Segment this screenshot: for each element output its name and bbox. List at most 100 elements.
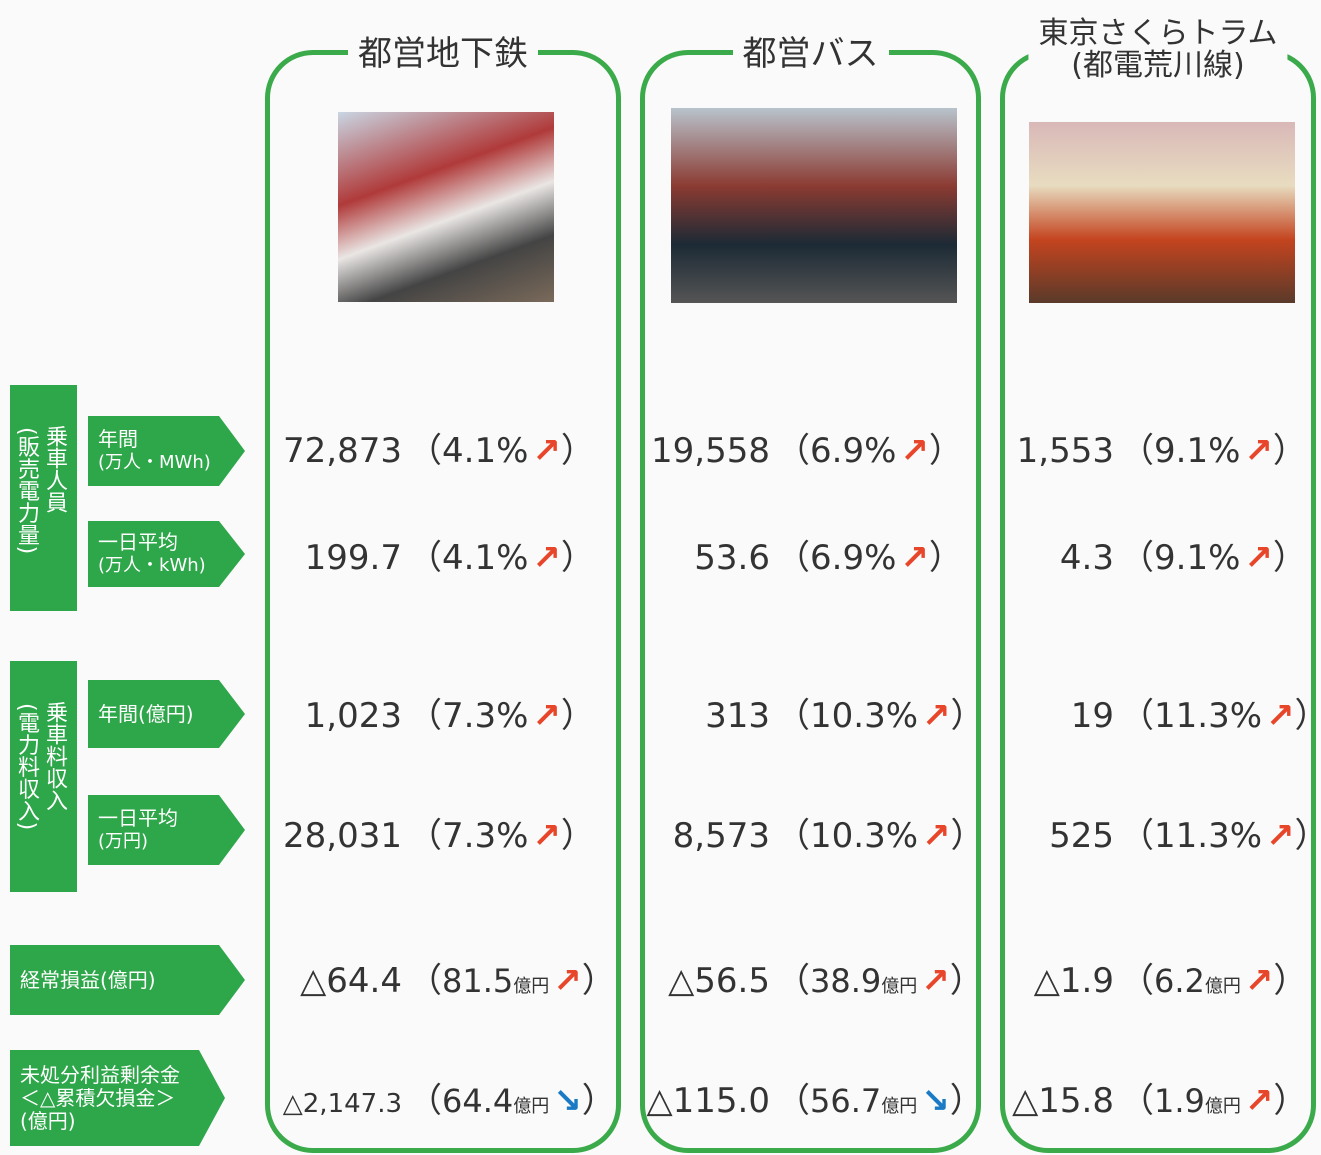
- cell-arrow: ↘: [921, 1081, 950, 1121]
- paren: ）: [928, 538, 963, 578]
- title-line: 都営バス: [742, 34, 879, 74]
- subway-photo: [338, 112, 554, 302]
- row-label-line: 年間: [98, 427, 138, 451]
- paren: ）: [928, 431, 963, 471]
- cell-change: 11.3%: [1154, 696, 1263, 736]
- cell-value: 53.6: [694, 538, 770, 578]
- row-label: 一日平均 (万人・kWh): [88, 521, 245, 587]
- cell-arrow: ↘: [553, 1081, 582, 1121]
- row-label-line: (万人・MWh): [98, 452, 211, 473]
- row-label: 未処分利益剰余金 ＜△累積欠損金＞ (億円): [10, 1050, 225, 1146]
- cell-value: 1,553: [1016, 431, 1114, 471]
- cell: 525（11.3%↗）: [934, 808, 1321, 857]
- row-label: 年間 (万人・MWh): [88, 416, 245, 486]
- cell-value: △64.4: [300, 961, 402, 1001]
- tram-photo: [1029, 122, 1295, 303]
- cell: △2,147.3 （64.4 億円 ↘）: [267, 1073, 616, 1122]
- paren: （: [408, 431, 442, 471]
- cell-arrow: ↗: [900, 431, 929, 471]
- cell-change: 64.4: [442, 1082, 514, 1120]
- cell-change: 7.3%: [442, 816, 529, 856]
- paren: （: [1120, 431, 1154, 471]
- cell-change: 4.1%: [442, 431, 529, 471]
- paren: （: [408, 696, 442, 736]
- cell-arrow: ↗: [553, 961, 582, 1001]
- paren: ）: [581, 1081, 616, 1121]
- cell-unit: 億円: [1204, 1096, 1241, 1117]
- cell: 199.7 （4.1% ↗）: [222, 530, 595, 579]
- cell-arrow: ↗: [921, 961, 950, 1001]
- paren: ）: [1273, 961, 1308, 1001]
- bus-photo: [671, 108, 957, 303]
- cell: △15.8 （1.9 億円 ↗）: [934, 1073, 1307, 1122]
- paren: ）: [560, 431, 595, 471]
- cell-change: 9.1%: [1154, 538, 1241, 578]
- cell-change: 81.5: [442, 962, 514, 1000]
- cell: 19（11.3%↗）: [934, 688, 1321, 737]
- paren: ）: [560, 696, 595, 736]
- cell: 1,023 （7.3% ↗）: [222, 688, 595, 737]
- cell-arrow: ↗: [1266, 816, 1295, 856]
- cell-arrow: ↗: [922, 696, 951, 736]
- cell-arrow: ↗: [532, 816, 561, 856]
- cell: 19,558 （6.9% ↗）: [590, 423, 963, 472]
- cell-value: 199.7: [304, 538, 402, 578]
- column-title: 都営バス: [732, 34, 889, 74]
- paren: （: [776, 1081, 810, 1121]
- cell-change: 1.9: [1154, 1082, 1205, 1120]
- paren: ）: [1272, 431, 1307, 471]
- row-label-line: 年間(億円): [98, 701, 194, 726]
- paren: ）: [560, 538, 595, 578]
- paren: ）: [949, 961, 984, 1001]
- cell-value: △56.5: [668, 961, 770, 1001]
- cell-arrow: ↗: [922, 816, 951, 856]
- row-group: [10, 385, 77, 611]
- row-label-line: 未処分利益剰余金: [20, 1062, 180, 1087]
- cell-value: 19: [1070, 696, 1114, 736]
- cell-unit: 億円: [881, 976, 918, 997]
- paren: （: [776, 431, 810, 471]
- paren: ）: [949, 1081, 984, 1121]
- cell-value: 8,573: [672, 816, 770, 856]
- row-label-line: (万人・kWh): [98, 555, 206, 576]
- cell-arrow: ↗: [1244, 961, 1274, 1001]
- cell: 72,873 （4.1% ↗）: [222, 423, 595, 472]
- row-group: [10, 661, 77, 892]
- cell-value: △115.0: [646, 1081, 770, 1121]
- paren: ）: [560, 816, 595, 856]
- cell: △1.9 （6.2 億円 ↗）: [934, 953, 1308, 1002]
- row-group-label: (販売電力量): [14, 427, 39, 555]
- cell-change: 56.7: [810, 1082, 882, 1120]
- paren: ）: [581, 961, 616, 1001]
- cell-arrow: ↗: [532, 696, 561, 736]
- cell-change: 6.9%: [810, 431, 897, 471]
- cell: △56.5 （38.9 億円 ↗）: [590, 953, 984, 1002]
- cell-arrow: ↗: [1244, 431, 1273, 471]
- paren: （: [776, 696, 810, 736]
- paren: （: [1120, 816, 1154, 856]
- cell-value: 19,558: [651, 431, 770, 471]
- cell-arrow: ↗: [900, 538, 929, 578]
- paren: ）: [950, 696, 985, 736]
- paren: （: [776, 538, 810, 578]
- cell-value: 313: [705, 696, 770, 736]
- paren: ）: [1295, 808, 1321, 857]
- row-label-line: 一日平均: [98, 530, 178, 554]
- row-group-label: (電力料収入): [14, 703, 39, 831]
- row-label-line: (億円): [20, 1108, 76, 1133]
- cell-change: 7.3%: [442, 696, 529, 736]
- row-label-line: 一日平均: [98, 806, 178, 830]
- cell-value: 4.3: [1059, 538, 1114, 578]
- row-label: 一日平均 (万円): [88, 795, 245, 865]
- paren: ）: [1273, 1081, 1308, 1121]
- cell: 53.6 （6.9% ↗）: [590, 530, 963, 579]
- cell-value: 1,023: [304, 696, 402, 736]
- title-line: (都電荒川線): [1071, 48, 1245, 83]
- paren: （: [776, 961, 810, 1001]
- row-label: 経常損益(億円): [10, 945, 245, 1015]
- paren: ）: [950, 816, 985, 856]
- paren: （: [776, 816, 810, 856]
- cell-change: 38.9: [810, 962, 882, 1000]
- cell-arrow: ↗: [1244, 1081, 1274, 1121]
- paren: （: [408, 816, 442, 856]
